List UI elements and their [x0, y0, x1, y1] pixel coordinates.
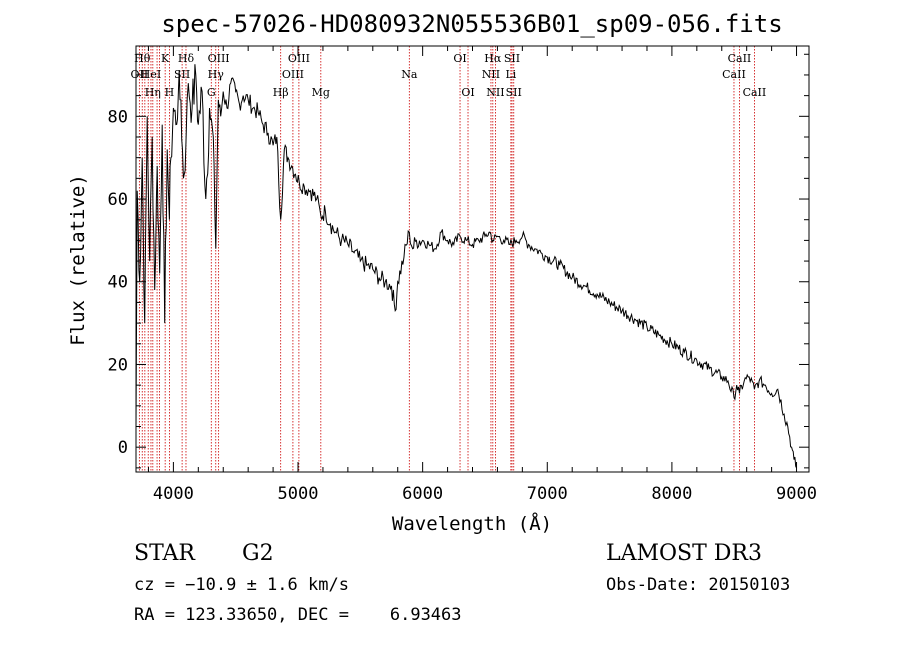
line-label: Hα: [484, 52, 502, 65]
line-label: CaII: [743, 86, 767, 99]
line-label: OIII: [288, 52, 310, 65]
line-label: CaII: [728, 52, 752, 65]
line-label: G: [207, 86, 216, 99]
line-label: HeI: [141, 68, 161, 81]
line-label: Hθ: [134, 52, 151, 65]
y-tick-label: 20: [108, 355, 128, 375]
y-tick-label: 80: [108, 107, 128, 127]
line-label: Hη: [145, 86, 161, 99]
x-tick-label: 8000: [651, 484, 692, 504]
spectrum-series-line: [135, 64, 797, 469]
y-axis: 0 20 40 60 80: [108, 53, 809, 469]
obs-date: Obs-Date: 20150103: [606, 575, 790, 595]
survey-name: LAMOST DR3: [606, 541, 762, 566]
y-tick-label: 60: [108, 190, 128, 210]
x-tick-label: 9000: [776, 484, 817, 504]
x-tick-label: 6000: [402, 484, 443, 504]
line-label: Hδ: [178, 52, 195, 65]
plot-frame: [135, 45, 810, 473]
spectral-line-labels: OIIHθHeIHηKHSIIHδGHγOIIIHβOIIIOIIIMgNaOI…: [131, 52, 767, 99]
line-label: SII: [174, 68, 190, 81]
line-label: Hβ: [273, 86, 289, 99]
spectral-line-markers: [138, 46, 755, 472]
line-label: SII: [504, 52, 520, 65]
line-label: OIII: [282, 68, 304, 81]
subclass: G2: [242, 541, 274, 566]
chart-title: spec-57026-HD080932N055536B01_sp09-056.f…: [161, 10, 782, 38]
y-tick-label: 0: [118, 438, 128, 458]
x-axis: 4000 5000 6000 7000 8000 9000: [147, 46, 817, 504]
line-label: NII: [486, 86, 504, 99]
line-label: OI: [461, 86, 474, 99]
line-label: Li: [505, 68, 516, 81]
coordinates: RA = 123.33650, DEC = 6.93463: [134, 605, 462, 625]
line-label: OI: [453, 52, 466, 65]
line-label: NII: [482, 68, 500, 81]
y-axis-label: Flux (relative): [67, 174, 89, 346]
x-tick-label: 7000: [527, 484, 568, 504]
x-tick-label: 5000: [278, 484, 319, 504]
x-tick-label: 4000: [153, 484, 194, 504]
object-type: STAR: [134, 541, 196, 566]
line-label: Mg: [312, 86, 330, 99]
line-label: SII: [506, 86, 522, 99]
line-label: Hγ: [208, 68, 225, 81]
line-label: Na: [401, 68, 418, 81]
line-label: H: [165, 86, 175, 99]
x-axis-label: Wavelength (Å): [392, 512, 552, 535]
line-label: OIII: [208, 52, 230, 65]
redshift-cz: cz = −10.9 ± 1.6 km/s: [134, 575, 349, 595]
y-tick-label: 40: [108, 273, 128, 293]
line-label: CaII: [722, 68, 746, 81]
line-label: K: [161, 52, 170, 65]
